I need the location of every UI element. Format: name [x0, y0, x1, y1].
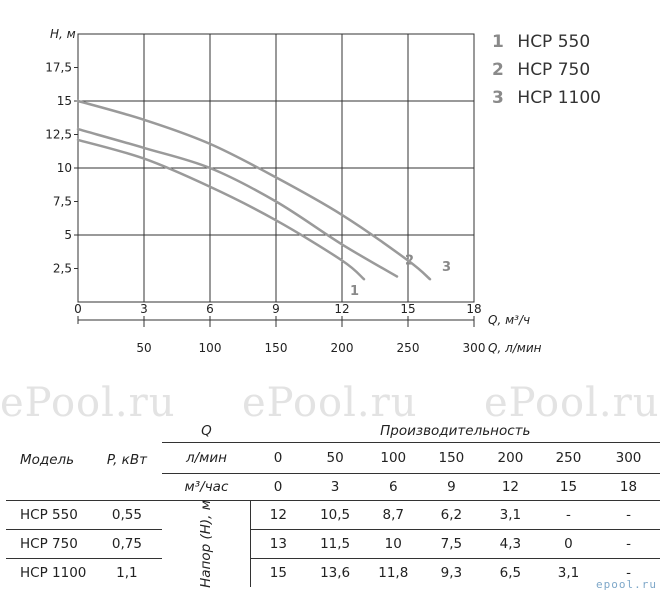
x2-tick-label: 300 [463, 341, 486, 355]
legend-item-2: 2 HCP 750 [492, 56, 601, 84]
x2-tick-label: 250 [397, 341, 420, 355]
x2-tick-label: 150 [265, 341, 288, 355]
head-cell: 10 [364, 529, 422, 559]
series-line-2 [76, 127, 399, 278]
y-tick-label: 5 [64, 228, 72, 242]
x-tick-label: 18 [466, 302, 481, 316]
head-cell: 3,1 [480, 500, 540, 530]
x2-tick-label: 100 [199, 341, 222, 355]
m3-cell: 3 [330, 479, 340, 495]
x-axis-label: Q, м³/ч [488, 313, 530, 327]
table-row: HCP 1100 1,1 15 13,6 11,8 9,3 6,5 3,1 - [6, 558, 660, 587]
head-cell: 13 [250, 529, 306, 559]
y-tick-label: 15 [57, 94, 72, 108]
power-value: 1,1 [91, 558, 163, 587]
x-tick-label: 6 [206, 302, 214, 316]
curve-label-3: 3 [442, 260, 451, 275]
model-name: HCP 550 [6, 500, 92, 530]
head-label: Напор (H), м [198, 500, 215, 588]
head-cell: 4,3 [480, 529, 540, 559]
watermark-row: ePool.ru ePool.ru ePool.ru [0, 380, 666, 426]
power-value: 0,55 [91, 500, 163, 530]
legend-num: 1 [492, 32, 504, 52]
series-line-3 [76, 99, 432, 281]
legend-name: HCP 750 [517, 60, 591, 80]
head-cell: 11,8 [364, 558, 422, 587]
head-cell: 12 [250, 500, 306, 530]
specs-table: Модель P, кВт Q Производительность л/мин… [6, 420, 660, 588]
watermark: ePool.ru [484, 380, 660, 426]
head-cell: 0 [539, 529, 598, 559]
legend-item-1: 1 HCP 550 [492, 28, 601, 56]
lmin-cell: 50 [305, 442, 365, 474]
m3-cell: 12 [501, 479, 520, 495]
lmin-cell: 0 [250, 442, 306, 474]
x-tick-label: 12 [334, 302, 349, 316]
x2-tick-label: 50 [136, 341, 151, 355]
chart-legend: 1 HCP 550 2 HCP 750 3 HCP 1100 [492, 28, 601, 112]
x2-axis-label: Q, л/мин [488, 341, 542, 355]
legend-num: 2 [492, 60, 504, 80]
unit-lmin: л/мин [162, 442, 251, 474]
legend-name: HCP 1100 [517, 88, 601, 108]
lmin-cell: 150 [421, 442, 481, 474]
legend-name: HCP 550 [517, 32, 591, 52]
m3-cell: 0 [273, 479, 283, 495]
col-power-header: P, кВт [106, 452, 147, 468]
m3-cell: 9 [447, 479, 456, 495]
head-cell: - [597, 558, 660, 587]
y-tick-label: 17,5 [45, 61, 72, 75]
y-tick-label: 7,5 [53, 195, 72, 209]
m3-cell: 6 [388, 479, 398, 495]
col-q-header: Q [162, 420, 251, 443]
x-tick-label: 0 [74, 302, 82, 316]
footer-logo: epool.ru [596, 578, 657, 591]
model-name: HCP 750 [6, 529, 92, 559]
head-cell: 6,2 [421, 500, 481, 530]
table-row: HCP 550 0,55 Напор (H), м 12 10,5 8,7 6,… [6, 500, 660, 588]
lmin-cell: 250 [539, 442, 598, 474]
lmin-cell: 100 [364, 442, 422, 474]
curve-label-1: 1 [350, 284, 359, 299]
x-tick-label: 3 [140, 302, 148, 316]
legend-item-3: 3 HCP 1100 [492, 84, 601, 112]
lmin-cell: 200 [480, 442, 540, 474]
m3-cell: 18 [619, 479, 638, 495]
power-value: 0,75 [91, 529, 163, 559]
y-tick-label: 10 [57, 161, 72, 175]
x2-tick-label: 200 [331, 341, 354, 355]
head-cell: 7,5 [421, 529, 481, 559]
x-tick-label: 15 [400, 302, 415, 316]
series-line-1 [76, 138, 366, 281]
table-row: HCP 750 0,75 13 11,5 10 7,5 4,3 0 - [6, 529, 660, 559]
col-perf-header: Производительность [250, 420, 660, 443]
y-tick-label: 12,5 [45, 128, 72, 142]
model-name: HCP 1100 [6, 558, 92, 587]
head-cell: 10,5 [305, 500, 365, 530]
x-tick-label: 9 [272, 302, 280, 316]
watermark: ePool.ru [242, 380, 418, 426]
head-label-cell: Напор (H), м [162, 500, 251, 588]
head-cell: 6,5 [480, 558, 540, 587]
col-model-header: Модель [20, 452, 75, 468]
legend-num: 3 [492, 88, 504, 108]
head-cell: - [597, 500, 660, 530]
watermark: ePool.ru [0, 380, 176, 426]
head-cell: 15 [250, 558, 306, 587]
y-tick-label: 2,5 [53, 262, 72, 276]
unit-m3: м³/час [184, 479, 229, 495]
head-cell: 3,1 [539, 558, 598, 587]
m3-cell: 15 [559, 479, 578, 495]
head-cell: - [539, 500, 598, 530]
head-cell: 13,6 [305, 558, 365, 587]
lmin-cell: 300 [597, 442, 660, 474]
head-cell: 9,3 [421, 558, 481, 587]
y-axis-label: H, м [50, 27, 76, 41]
head-cell: - [597, 529, 660, 559]
head-cell: 8,7 [364, 500, 422, 530]
head-cell: 11,5 [305, 529, 365, 559]
